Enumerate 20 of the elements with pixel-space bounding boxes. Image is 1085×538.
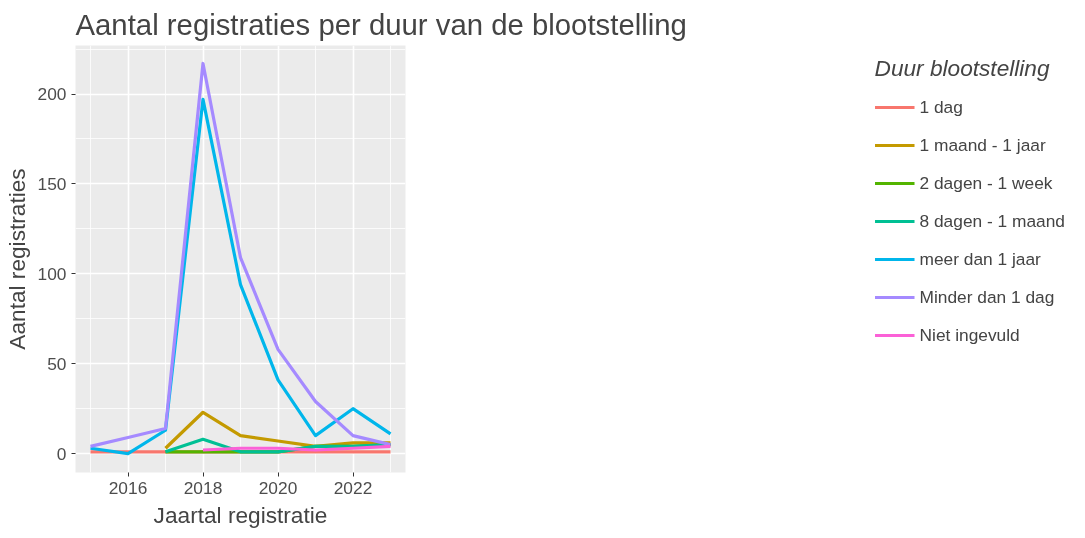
legend-label: 1 maand - 1 jaar (919, 134, 1046, 156)
legend-label: meer dan 1 jaar (919, 248, 1041, 270)
y-tick-label: 0 (56, 443, 67, 464)
legend-label: 8 dagen - 1 maand (919, 210, 1065, 232)
x-tick-label: 2020 (258, 477, 298, 498)
x-axis-title: Jaartal registratie (153, 501, 328, 528)
y-tick-label: 200 (37, 84, 67, 105)
legend-label: Niet ingevuld (919, 324, 1020, 346)
legend-title: Duur blootstelling (874, 55, 1051, 82)
y-tick-label: 50 (47, 353, 67, 374)
legend-label: 1 dag (919, 96, 963, 118)
y-axis-title: Aantal registraties (3, 168, 30, 350)
x-tick-label: 2022 (333, 477, 373, 498)
x-tick-label: 2018 (183, 477, 223, 498)
y-tick-label: 100 (37, 263, 67, 284)
legend-label: Minder dan 1 dag (919, 286, 1055, 308)
x-tick-label: 2016 (108, 477, 148, 498)
chart-title: Aantal registraties per duur van de blootstelling (75, 7, 687, 41)
legend-label: 2 dagen - 1 week (919, 172, 1053, 194)
y-tick-label: 150 (37, 173, 67, 194)
